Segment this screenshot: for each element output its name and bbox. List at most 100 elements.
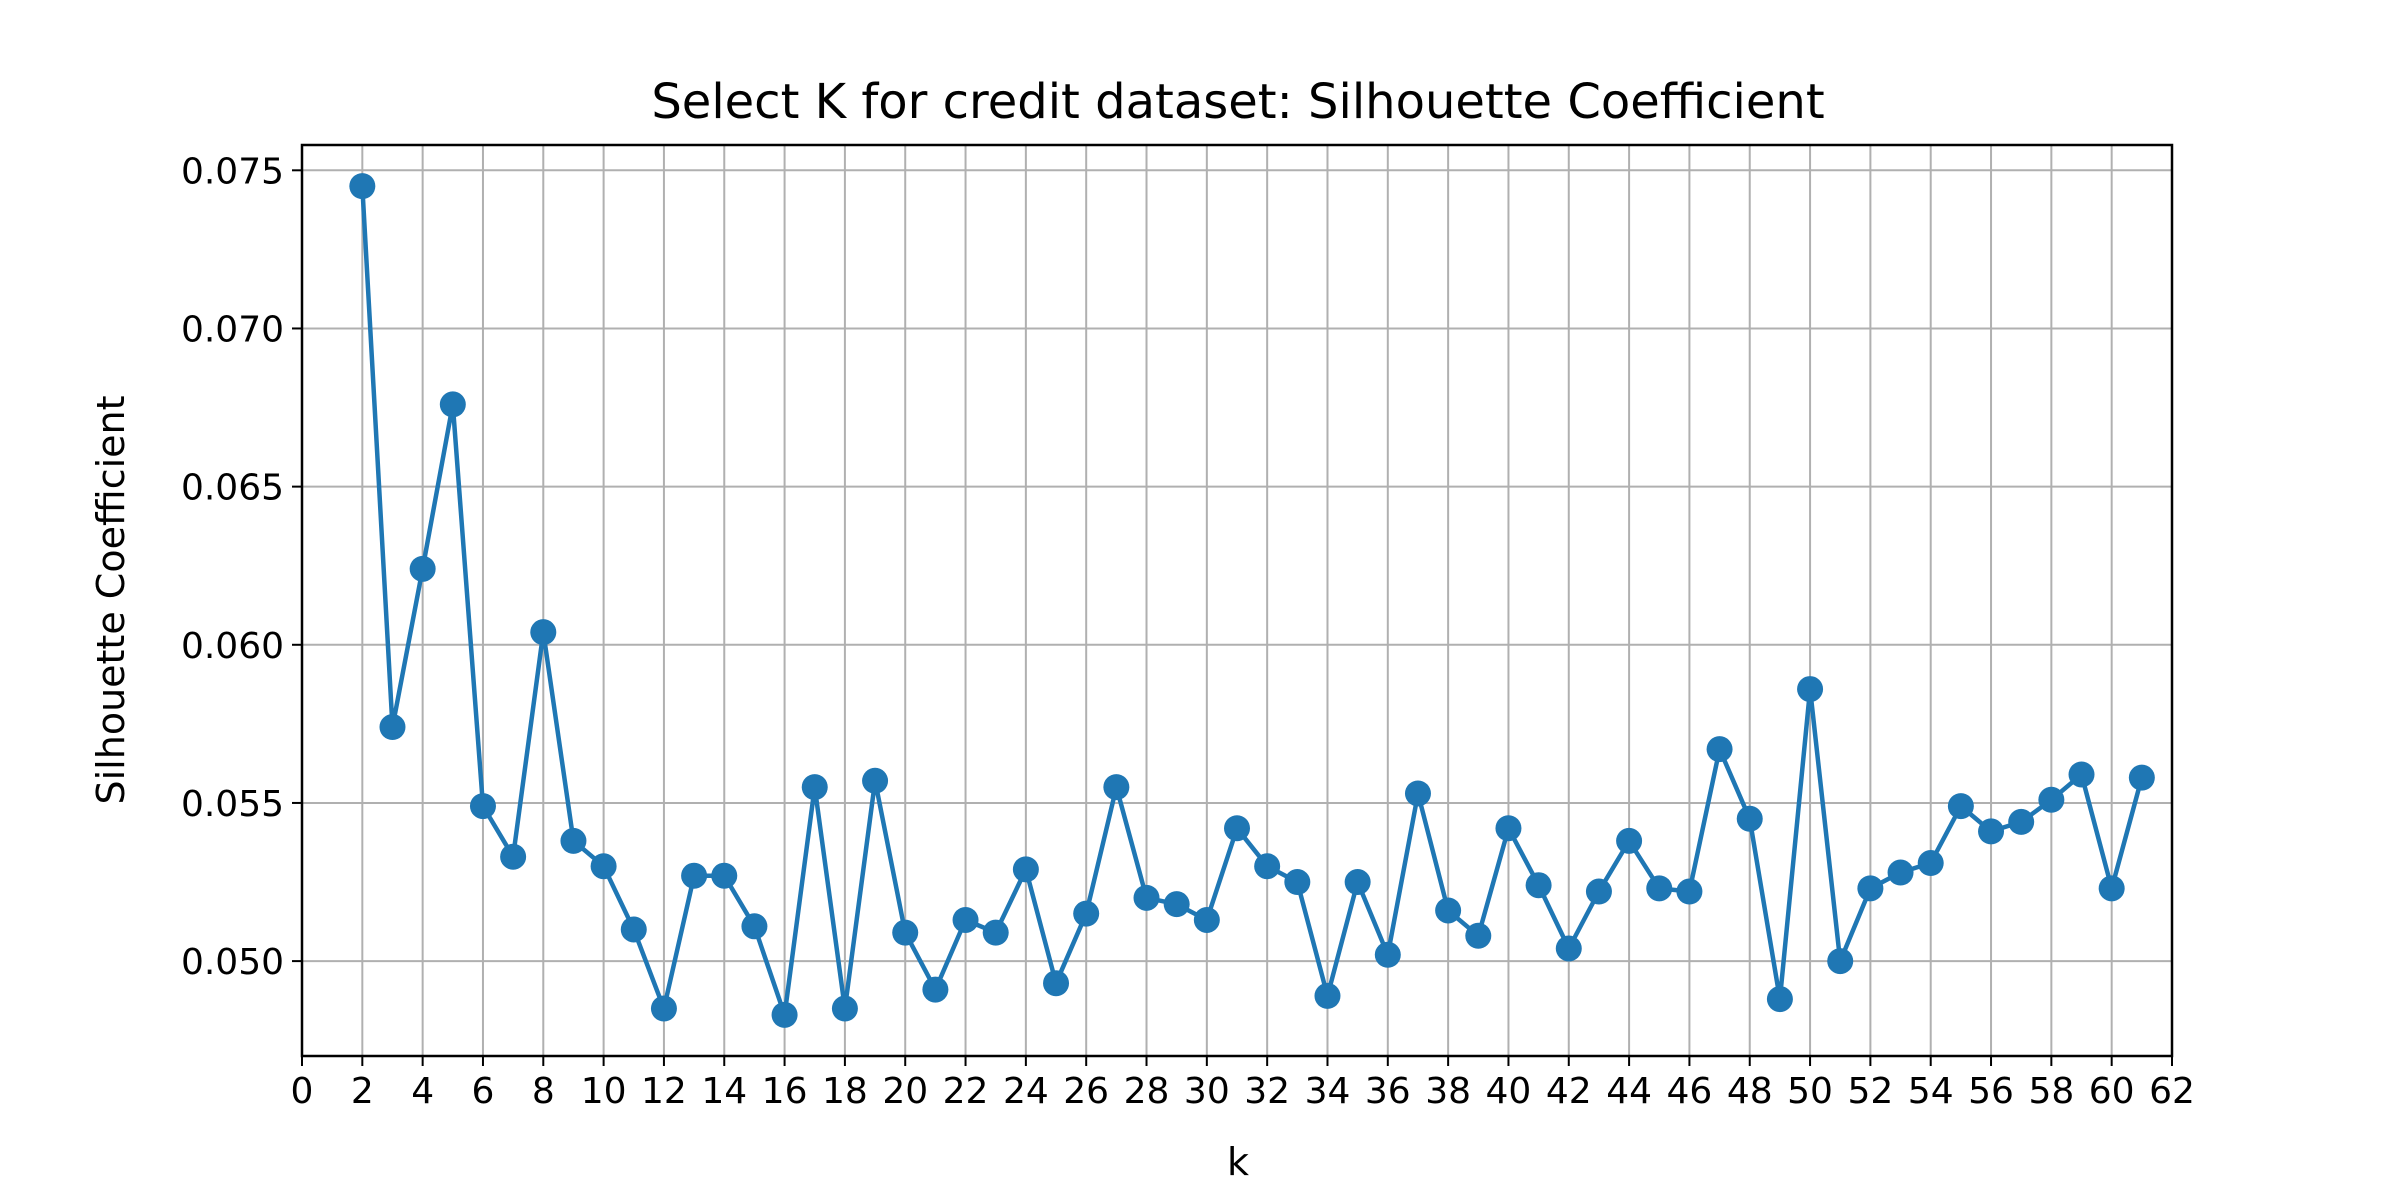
- x-tick-label: 48: [1727, 1071, 1773, 1112]
- data-point: [379, 714, 406, 741]
- x-axis-label: k: [1227, 1140, 1249, 1184]
- x-tick-label: 52: [1847, 1071, 1893, 1112]
- data-point: [650, 995, 677, 1022]
- data-point: [1525, 872, 1552, 899]
- data-point: [1766, 986, 1793, 1013]
- grid-lines: [301, 145, 2173, 1056]
- data-point: [620, 916, 647, 943]
- data-point: [862, 767, 889, 794]
- data-point: [1585, 878, 1612, 905]
- data-point: [439, 391, 466, 418]
- x-tick-label: 26: [1063, 1071, 1109, 1112]
- data-point: [1917, 850, 1944, 877]
- x-tick-label: 42: [1546, 1071, 1592, 1112]
- y-tick-label: 0.075: [181, 151, 284, 192]
- data-point: [2008, 808, 2035, 835]
- data-point: [892, 919, 919, 946]
- data-point: [1404, 780, 1431, 807]
- data-point: [500, 843, 527, 870]
- y-tick-label: 0.055: [181, 784, 284, 825]
- x-tick-label: 20: [882, 1071, 928, 1112]
- data-point: [1284, 869, 1311, 896]
- data-point: [1646, 875, 1673, 902]
- x-tick-label: 24: [1003, 1071, 1049, 1112]
- y-tick-label: 0.050: [181, 942, 284, 983]
- data-point: [469, 793, 496, 820]
- y-axis-label: Silhouette Coefficient: [89, 395, 133, 804]
- data-point: [1465, 922, 1492, 949]
- data-point: [1133, 884, 1160, 911]
- x-tick-label: 60: [2089, 1071, 2135, 1112]
- data-point: [952, 906, 979, 933]
- x-tick-label: 14: [701, 1071, 747, 1112]
- data-point: [1736, 805, 1763, 832]
- x-tick-label: 54: [1908, 1071, 1954, 1112]
- data-point: [530, 619, 557, 646]
- data-point: [1073, 900, 1100, 927]
- x-tick-label: 18: [822, 1071, 868, 1112]
- data-point: [1555, 935, 1582, 962]
- x-tick-label: 10: [581, 1071, 627, 1112]
- data-point: [741, 913, 768, 940]
- x-tick-label: 38: [1425, 1071, 1471, 1112]
- data-point: [1706, 736, 1733, 763]
- data-point: [2038, 786, 2065, 813]
- x-tick-label: 8: [532, 1071, 555, 1112]
- x-tick-label: 58: [2028, 1071, 2074, 1112]
- data-point: [1103, 774, 1130, 801]
- data-point: [409, 555, 436, 582]
- data-point: [1495, 815, 1522, 842]
- data-point: [1344, 869, 1371, 896]
- y-axis-ticks: 0.050 0.055 0.060 0.065 0.070 0.075: [181, 151, 302, 983]
- x-tick-label: 34: [1305, 1071, 1351, 1112]
- data-point: [1374, 941, 1401, 968]
- series-layer: [349, 173, 2155, 1028]
- series-line: [360, 185, 2144, 1018]
- x-axis-ticks: 0 2 4 6 8 10 12 14 16 18 20 22 24 26 28 30 32 34 36 38 40 42 4…: [291, 1056, 2195, 1112]
- data-point: [1193, 906, 1220, 933]
- x-tick-label: 36: [1365, 1071, 1411, 1112]
- data-point: [2098, 875, 2125, 902]
- data-point: [2128, 764, 2155, 791]
- x-tick-label: 40: [1486, 1071, 1532, 1112]
- data-point: [831, 995, 858, 1022]
- data-point: [1978, 818, 2005, 845]
- data-point: [1947, 793, 1974, 820]
- data-point: [1012, 856, 1039, 883]
- data-point: [1857, 875, 1884, 902]
- y-tick-label: 0.065: [181, 468, 284, 509]
- x-tick-label: 44: [1606, 1071, 1652, 1112]
- data-point: [349, 173, 376, 200]
- data-point: [1163, 891, 1190, 918]
- x-tick-label: 16: [762, 1071, 808, 1112]
- plot-frame: [300, 143, 2174, 1058]
- x-tick-label: 2: [351, 1071, 374, 1112]
- data-point: [2068, 761, 2095, 788]
- x-tick-label: 28: [1124, 1071, 1170, 1112]
- data-point: [771, 1001, 798, 1028]
- x-tick-label: 4: [411, 1071, 434, 1112]
- data-point: [1043, 970, 1070, 997]
- data-point: [1887, 859, 1914, 886]
- data-point: [681, 862, 708, 889]
- y-tick-label: 0.060: [181, 626, 284, 667]
- data-point: [1797, 676, 1824, 703]
- chart-title: Select K for credit dataset: Silhouette …: [651, 74, 1824, 130]
- x-tick-label: 62: [2149, 1071, 2195, 1112]
- x-tick-label: 22: [943, 1071, 989, 1112]
- data-point: [801, 774, 828, 801]
- x-tick-label: 46: [1667, 1071, 1713, 1112]
- data-point: [982, 919, 1009, 946]
- data-point: [560, 827, 587, 854]
- x-tick-label: 32: [1244, 1071, 1290, 1112]
- data-point: [1827, 948, 1854, 975]
- x-tick-label: 0: [291, 1071, 314, 1112]
- data-point: [1676, 878, 1703, 905]
- x-tick-label: 50: [1787, 1071, 1833, 1112]
- x-tick-label: 56: [1968, 1071, 2014, 1112]
- data-point: [590, 853, 617, 880]
- data-point: [1254, 853, 1281, 880]
- data-point: [1314, 982, 1341, 1009]
- x-tick-label: 12: [641, 1071, 687, 1112]
